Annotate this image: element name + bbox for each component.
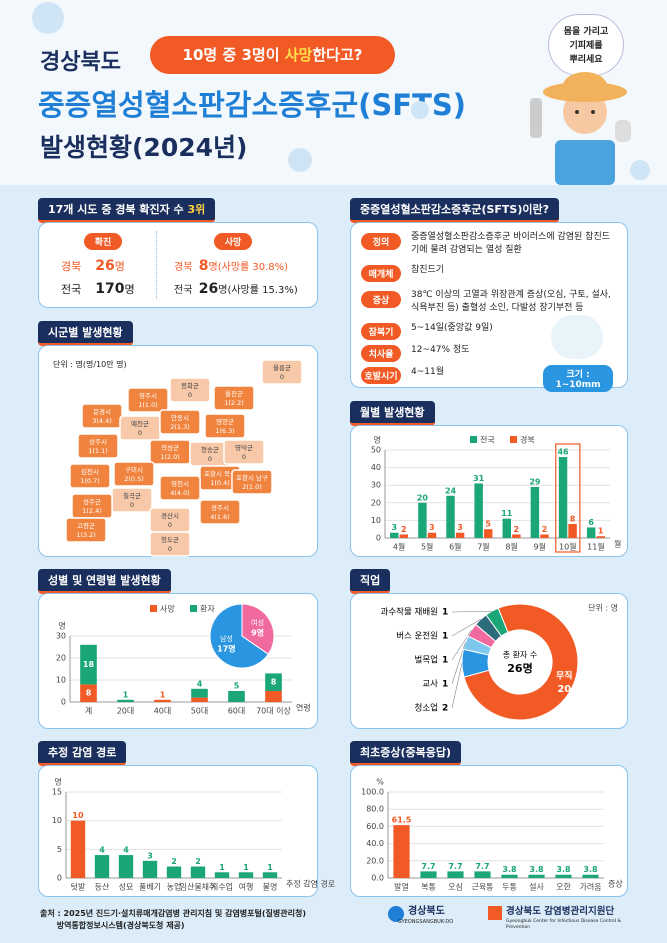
section-title-text: 17개 시도 중 경북 확진자 수 bbox=[48, 203, 188, 216]
pill: 증상 bbox=[361, 291, 401, 308]
section-title: 월별 발생현황 bbox=[350, 401, 435, 426]
map-box: 단위 : 명(명/10만 명) bbox=[38, 345, 318, 557]
pill: 호발시기 bbox=[361, 367, 401, 384]
tip-line: 몸을 가리고 bbox=[563, 27, 609, 37]
pill: 치사율 bbox=[361, 345, 401, 362]
info-text: 5~14일(중앙값 9일) bbox=[411, 323, 493, 333]
chart-box bbox=[350, 765, 628, 897]
summary-box: 확진 경북 26명 전국 170명 사망 경북 8명(사망률 30.8%) 전국… bbox=[38, 222, 318, 308]
value: 8 bbox=[198, 258, 209, 274]
value: 26 bbox=[198, 281, 219, 297]
row: 전국 26명(사망률 15.3%) bbox=[174, 282, 319, 298]
logo-en: GYEONGSANGBUK-DO bbox=[398, 919, 454, 925]
section-title: 17개 시도 중 경북 확진자 수 3위 bbox=[38, 198, 216, 223]
title: 중증열성혈소판감소증후군(SFTS) bbox=[38, 88, 467, 122]
section-title: 직업 bbox=[350, 569, 391, 594]
size-pill: 크기 : 1~10mm bbox=[543, 365, 613, 392]
source: 출처 : 2025년 진드기·설치류매개감염병 관리지침 및 감염병포털(질병관… bbox=[40, 908, 306, 932]
info-text: 38℃ 이상의 고열과 위장관계 증상(오심, 구토, 설사, 식욕부진 등) … bbox=[411, 290, 611, 313]
logo-mark bbox=[488, 906, 502, 920]
area: 경북 bbox=[61, 260, 82, 273]
logo: 경상북도 감염병관리지원단 bbox=[506, 906, 615, 917]
source-line: 방역통합정보시스템(경상북도청 제공) bbox=[56, 921, 185, 930]
section-title: 시군별 발생현황 bbox=[38, 321, 133, 346]
pill: 잠복기 bbox=[361, 323, 401, 340]
pill: 사망 bbox=[214, 233, 252, 250]
logo-mark bbox=[388, 906, 404, 922]
value: 170 bbox=[95, 281, 125, 297]
section-title: 성별 및 연령별 발생현황 bbox=[38, 569, 171, 594]
chart-box bbox=[350, 425, 628, 557]
divider bbox=[156, 231, 157, 299]
bubble-text: 10명 중 3명이 bbox=[182, 46, 285, 64]
map-unit: 단위 : 명(명/10만 명) bbox=[53, 360, 127, 369]
unit: 명 bbox=[124, 283, 135, 296]
tip-line: 뿌리세요 bbox=[569, 55, 603, 65]
logo: 경상북도 bbox=[408, 906, 445, 917]
unit: 명 bbox=[208, 262, 218, 273]
source-label: 출처 : bbox=[40, 909, 61, 918]
note: (사망률 15.3%) bbox=[227, 285, 298, 296]
bubble-emphasis: 사망 bbox=[284, 46, 313, 64]
chart-box bbox=[38, 593, 318, 729]
logo-en: Gyeongbuk Center for Infectious Disease … bbox=[506, 919, 622, 930]
chart-box bbox=[38, 765, 318, 897]
source-line: 2025년 진드기·설치류매개감염병 관리지침 및 감염병포털(질병관리청) bbox=[63, 909, 306, 918]
row: 경북 8명(사망률 30.8%) bbox=[174, 259, 319, 275]
note: (사망률 30.8%) bbox=[217, 262, 289, 273]
row: 경북 26명 bbox=[61, 259, 171, 274]
unit: 명 bbox=[218, 285, 228, 296]
info-text: 4~11월 bbox=[411, 367, 444, 377]
section-title: 중증열성혈소판감소증후군(SFTS)이란? bbox=[350, 198, 559, 223]
rank: 3위 bbox=[187, 203, 206, 216]
info-box: 정의 중증열성혈소판감소증후군 바이러스에 감염된 참진드기에 물려 감염되는 … bbox=[350, 222, 628, 392]
info-text: 참진드기 bbox=[411, 265, 445, 275]
pill: 매개체 bbox=[361, 265, 401, 282]
bubble: 10명 중 3명이 사망한다고? bbox=[150, 36, 395, 74]
pill: 확진 bbox=[84, 233, 122, 250]
area: 전국 bbox=[174, 285, 193, 296]
subtitle: 발생현황(2024년) bbox=[40, 133, 248, 162]
area: 경북 bbox=[174, 262, 193, 273]
pill: 정의 bbox=[361, 233, 401, 250]
info-text: 12~47% 정도 bbox=[411, 345, 470, 355]
area: 전국 bbox=[61, 283, 82, 296]
value: 26 bbox=[95, 258, 115, 274]
bubble-text: 한다고? bbox=[312, 46, 363, 64]
region: 경상북도 bbox=[40, 50, 121, 75]
section-title: 최초증상(중복응답) bbox=[350, 741, 462, 766]
unit: 명 bbox=[114, 260, 125, 273]
info-text: 중증열성혈소판감소증후군 바이러스에 감염된 참진드기에 물려 감염되는 열성 … bbox=[411, 232, 611, 255]
chart-box bbox=[350, 593, 628, 729]
section-title: 추정 감염 경로 bbox=[38, 741, 127, 766]
tip-bubble: 몸을 가리고 기피제를 뿌리세요 bbox=[548, 14, 624, 76]
tick-photo bbox=[551, 315, 603, 359]
tip-line: 기피제를 bbox=[569, 41, 603, 51]
row: 전국 170명 bbox=[61, 282, 171, 297]
